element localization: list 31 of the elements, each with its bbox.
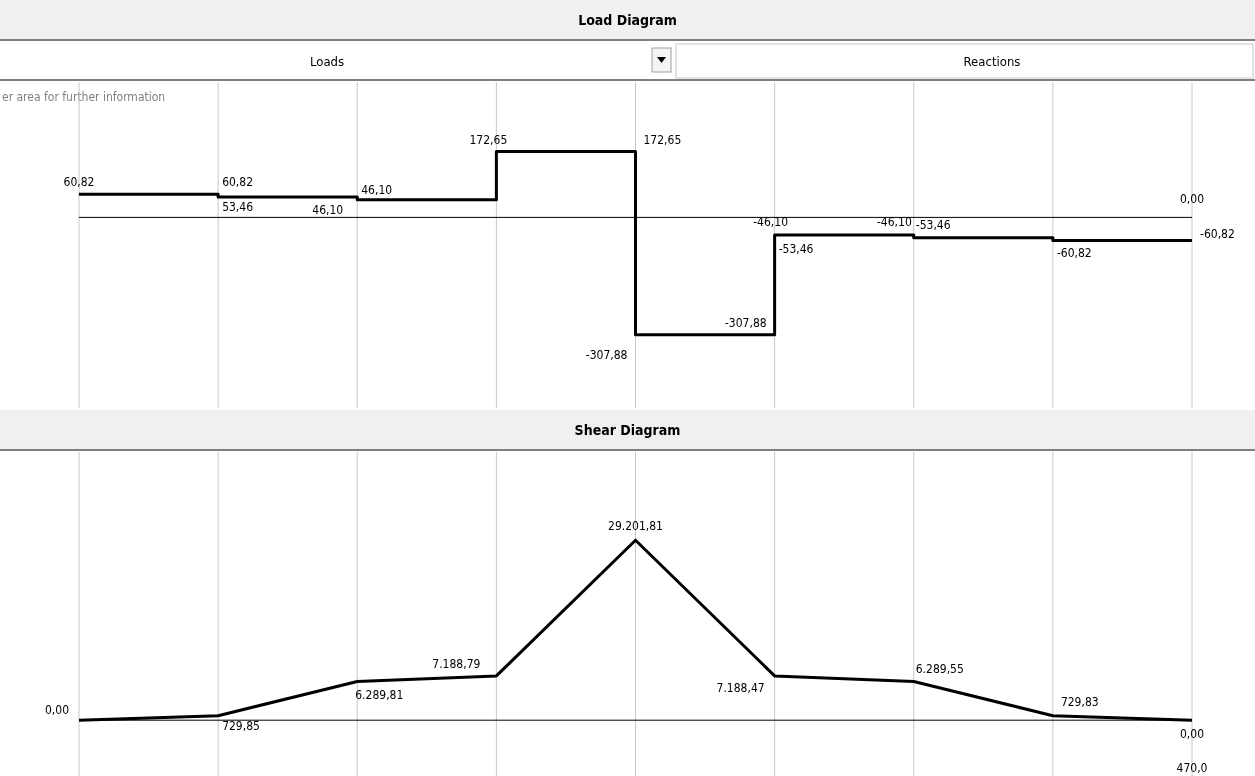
data-label: 0,00: [44, 703, 70, 718]
data-label: -46,10: [753, 214, 789, 229]
data-label: 172,65: [469, 132, 508, 147]
annotation: 60,82: [222, 175, 254, 190]
data-label: -60,82: [1056, 245, 1092, 260]
data-label: 0,00: [1179, 727, 1205, 742]
annotation: -53,46: [778, 241, 814, 256]
annotation: 46,10: [312, 203, 344, 218]
data-label: 53,46: [222, 200, 254, 215]
data-label: 29.201,81: [608, 519, 663, 534]
text: 470,0: [1176, 761, 1208, 775]
text: Loads: [309, 54, 345, 69]
data-label: -307,88: [585, 347, 628, 362]
data-label: 46,10: [361, 182, 393, 197]
chart-title: Load Diagram: [578, 12, 677, 28]
annotation: -46,10: [876, 214, 912, 229]
data-label: 7.188,79: [432, 656, 481, 671]
data-label: 6.289,55: [915, 662, 964, 677]
data-label: 7.188,47: [716, 680, 765, 695]
text: er area for further information: [2, 90, 166, 104]
text: 172,65: [643, 132, 682, 147]
text: Reactions: [963, 54, 1021, 69]
data-label: -53,46: [915, 217, 951, 232]
annotation: 0,00: [1179, 192, 1205, 207]
data-label: 6.289,81: [355, 688, 404, 703]
data-label: 729,85: [222, 718, 260, 733]
annotation: -307,88: [724, 315, 767, 330]
data-label: 60,82: [63, 175, 95, 190]
data-label: 729,83: [1060, 694, 1099, 709]
data-label: -60,82: [1200, 226, 1235, 241]
chart-title: Shear Diagram: [574, 422, 681, 438]
